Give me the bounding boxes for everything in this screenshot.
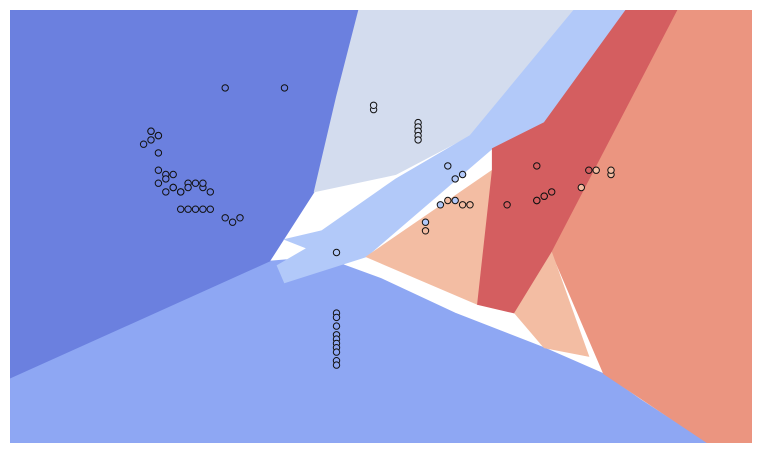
decision-regions bbox=[10, 10, 752, 443]
data-point-class-4 bbox=[421, 227, 430, 235]
data-point-class-0 bbox=[191, 179, 200, 187]
data-point-class-4 bbox=[466, 201, 474, 209]
data-point-class-2 bbox=[444, 162, 452, 170]
data-point-class-0 bbox=[236, 214, 244, 222]
data-point-class-2 bbox=[421, 218, 430, 226]
data-point-class-0 bbox=[147, 136, 155, 144]
data-point-class-0 bbox=[169, 170, 177, 179]
data-point-class-0 bbox=[206, 205, 215, 213]
data-point-class-2 bbox=[451, 196, 459, 205]
data-point-class-0 bbox=[184, 183, 192, 192]
data-point-class-0 bbox=[154, 149, 163, 157]
data-point-class-0 bbox=[221, 214, 229, 222]
data-point-class-1 bbox=[332, 313, 341, 322]
data-point-class-0 bbox=[162, 188, 170, 196]
data-point-class-6 bbox=[548, 188, 556, 196]
data-point-class-0 bbox=[147, 127, 155, 135]
data-point-class-6 bbox=[533, 162, 541, 170]
data-point-class-1 bbox=[332, 322, 341, 330]
data-point-class-0 bbox=[177, 205, 185, 213]
data-point-class-0 bbox=[184, 205, 192, 213]
data-point-class-3 bbox=[369, 101, 378, 110]
data-point-class-2 bbox=[458, 170, 467, 179]
data-point-class-3 bbox=[414, 136, 422, 144]
data-point-class-4 bbox=[577, 183, 585, 192]
data-point-class-0 bbox=[228, 218, 237, 226]
data-point-class-2 bbox=[436, 201, 445, 209]
data-point-class-0 bbox=[206, 188, 215, 196]
data-point-class-0 bbox=[154, 179, 163, 187]
data-point-class-0 bbox=[177, 188, 185, 196]
data-point-class-2 bbox=[332, 248, 341, 257]
data-point-class-0 bbox=[221, 84, 229, 92]
data-point-class-0 bbox=[154, 131, 163, 140]
data-point-class-6 bbox=[585, 166, 593, 174]
data-point-class-0 bbox=[139, 140, 148, 148]
data-point-class-1 bbox=[332, 361, 341, 369]
data-point-class-0 bbox=[199, 205, 207, 213]
data-point-class-6 bbox=[503, 201, 511, 209]
data-point-class-0 bbox=[169, 183, 177, 192]
data-point-class-0 bbox=[154, 166, 163, 174]
data-point-class-6 bbox=[540, 192, 548, 200]
data-point-class-4 bbox=[592, 166, 600, 174]
region-class-4-7 bbox=[514, 251, 590, 357]
data-point-class-4 bbox=[444, 196, 452, 205]
region-class-3-2 bbox=[313, 10, 575, 193]
data-point-class-1 bbox=[332, 348, 341, 356]
data-point-class-0 bbox=[162, 175, 170, 183]
data-point-class-4 bbox=[607, 166, 615, 174]
data-point-class-0 bbox=[280, 84, 289, 92]
data-point-class-6 bbox=[533, 196, 541, 205]
data-point-class-0 bbox=[191, 205, 200, 213]
data-point-class-4 bbox=[458, 201, 467, 209]
data-point-class-0 bbox=[199, 179, 207, 187]
data-points bbox=[139, 84, 615, 369]
data-point-class-2 bbox=[451, 175, 459, 183]
